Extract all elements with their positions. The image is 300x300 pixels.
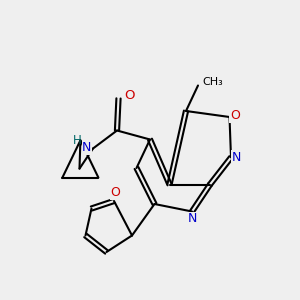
Text: N: N xyxy=(187,212,197,226)
Text: N: N xyxy=(232,151,241,164)
Text: H: H xyxy=(73,134,82,147)
Text: O: O xyxy=(230,109,240,122)
Text: O: O xyxy=(124,89,134,102)
Text: N: N xyxy=(82,141,92,154)
Text: CH₃: CH₃ xyxy=(202,77,223,87)
Text: O: O xyxy=(111,186,120,199)
